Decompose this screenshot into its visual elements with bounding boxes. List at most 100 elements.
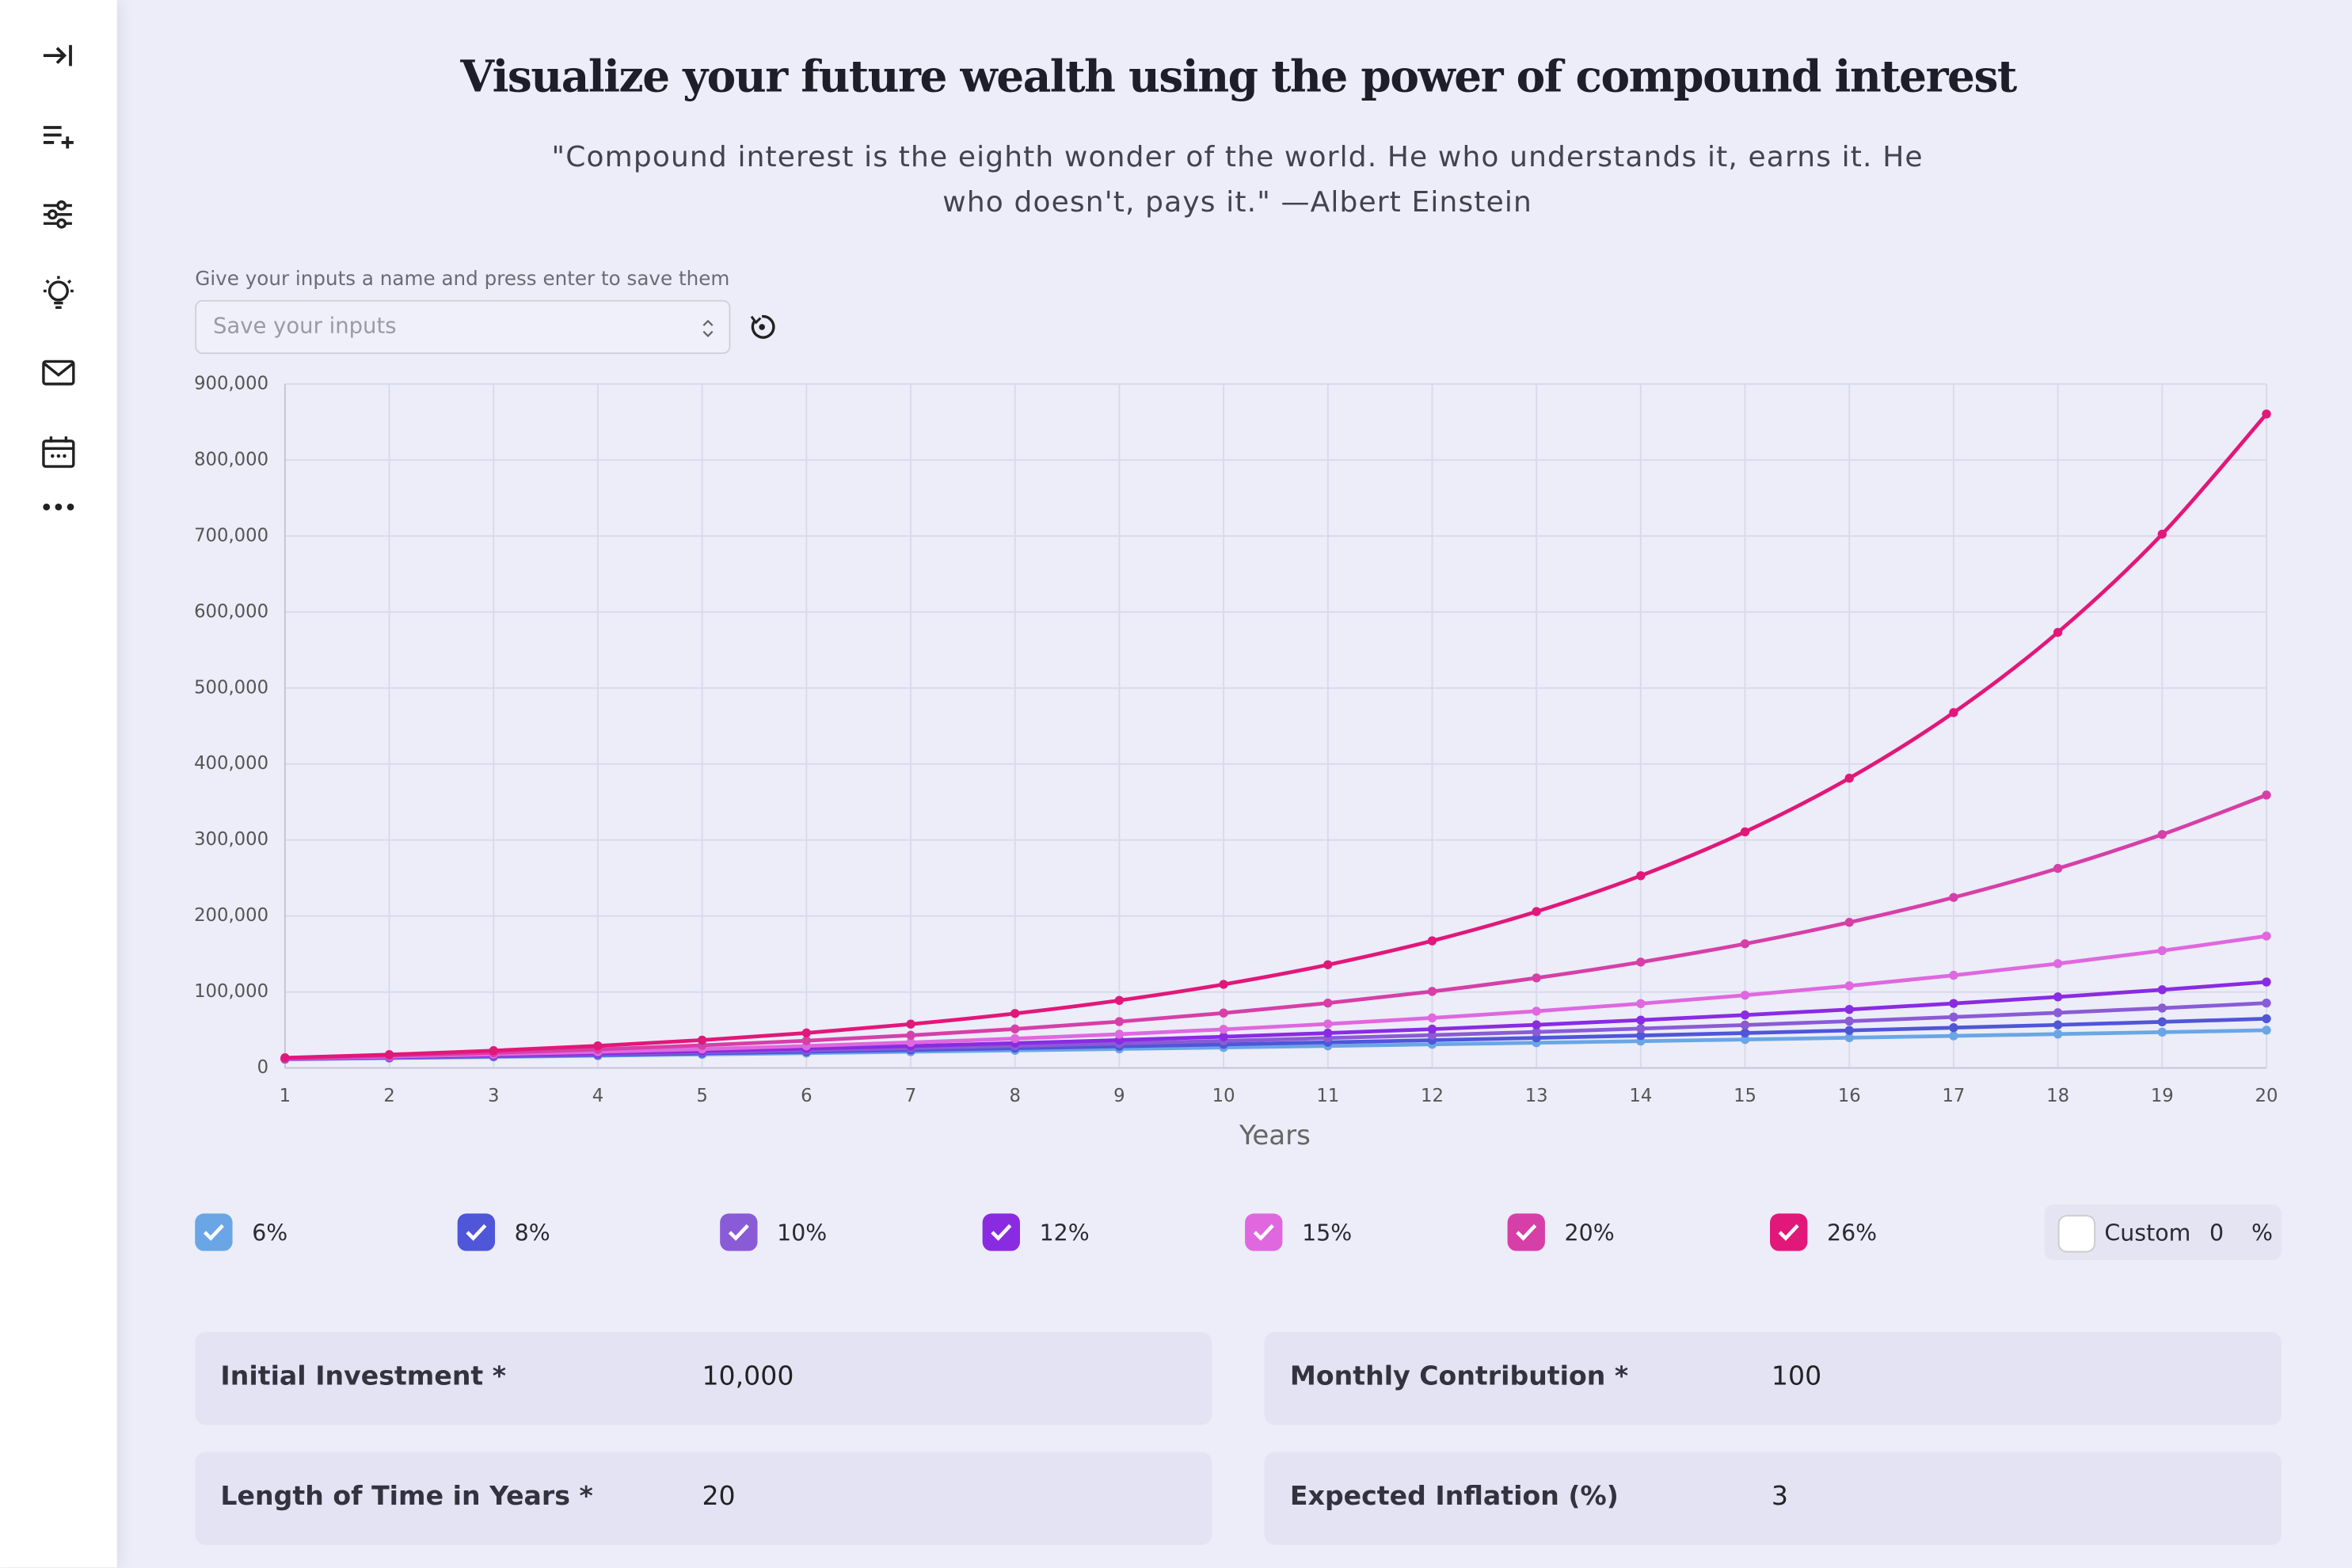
collapse-icon[interactable] <box>39 36 78 74</box>
input-label: Expected Inflation (%) <box>1289 1482 1619 1513</box>
data-point <box>1532 1027 1541 1037</box>
custom-rate[interactable]: Custom 0 % <box>2044 1204 2282 1261</box>
x-tick-label: 16 <box>1838 1086 1861 1106</box>
data-point <box>1323 998 1333 1008</box>
data-point <box>1427 936 1437 946</box>
save-select[interactable]: Save your inputs <box>195 299 731 355</box>
data-point <box>1949 1012 1958 1022</box>
series-line <box>284 934 2267 1061</box>
calendar-icon[interactable] <box>39 433 78 472</box>
x-tick-label: 14 <box>1629 1086 1652 1106</box>
data-point <box>1740 1034 1750 1045</box>
quote: "Compound interest is the eighth wonder … <box>551 141 1924 219</box>
data-point <box>1740 939 1750 949</box>
data-point <box>2262 931 2271 941</box>
x-tick-label: 17 <box>1942 1086 1965 1106</box>
y-tick-label: 0 <box>257 1057 268 1078</box>
data-point <box>2053 992 2063 1002</box>
data-point <box>1427 1024 1437 1034</box>
custom-value[interactable]: 0 <box>2209 1219 2225 1246</box>
data-point <box>1636 1030 1646 1041</box>
custom-label: Custom <box>2104 1219 2191 1246</box>
data-point <box>2053 863 2063 873</box>
data-point <box>2262 998 2271 1008</box>
check <box>991 1224 1012 1241</box>
data-point <box>2053 1008 2063 1018</box>
idea-icon[interactable] <box>39 275 78 314</box>
data-point <box>1219 1032 1228 1041</box>
input-card[interactable]: Initial Investment * 10,000 <box>195 1331 1212 1425</box>
data-point <box>384 1050 394 1060</box>
series-line <box>284 793 2267 1060</box>
data-point <box>1323 1019 1333 1029</box>
data-point <box>1949 892 1958 902</box>
legend-label: 20% <box>1564 1219 1615 1246</box>
data-point <box>1010 1024 1020 1034</box>
legend-checkbox[interactable] <box>195 1213 233 1251</box>
data-point <box>1740 1020 1750 1030</box>
data-point <box>2053 627 2063 637</box>
data-point <box>1532 1007 1541 1016</box>
data-point <box>2262 977 2271 987</box>
input-card[interactable]: Length of Time in Years * 20 <box>195 1452 1212 1545</box>
x-tick-label: 10 <box>1212 1086 1235 1106</box>
data-point <box>801 1036 812 1045</box>
data-point <box>1740 991 1750 1000</box>
y-tick-label: 300,000 <box>194 829 268 850</box>
input-value[interactable]: 3 <box>1771 1482 1789 1513</box>
x-tick-label: 5 <box>696 1086 707 1106</box>
legend-checkbox[interactable] <box>1507 1213 1545 1251</box>
custom-checkbox[interactable] <box>2057 1215 2096 1253</box>
data-point <box>2262 1014 2271 1024</box>
series-line <box>284 413 2268 1060</box>
data-point <box>2262 790 2271 800</box>
mail-icon[interactable] <box>39 354 78 393</box>
x-tick-label: 8 <box>1009 1086 1020 1106</box>
check <box>466 1224 487 1241</box>
legend-checkbox[interactable] <box>1770 1213 1808 1251</box>
input-value[interactable]: 10,000 <box>702 1361 794 1392</box>
x-tick-label: 1 <box>280 1086 291 1106</box>
input-label: Initial Investment * <box>220 1361 507 1392</box>
legend-checkbox[interactable] <box>982 1213 1020 1251</box>
data-point <box>1219 1025 1228 1034</box>
legend-label: 15% <box>1302 1219 1353 1246</box>
data-point <box>1636 957 1646 967</box>
input-value[interactable]: 20 <box>702 1482 736 1513</box>
settings-icon[interactable] <box>39 195 78 234</box>
y-tick-label: 900,000 <box>194 373 268 394</box>
y-tick-label: 500,000 <box>194 677 268 698</box>
data-point <box>1740 827 1750 837</box>
data-point <box>1740 1028 1750 1038</box>
input-card[interactable]: Expected Inflation (%) 3 <box>1264 1452 2282 1545</box>
data-point <box>906 1037 915 1048</box>
more-icon[interactable] <box>39 488 78 527</box>
check <box>1778 1224 1799 1241</box>
data-point <box>1844 1033 1854 1043</box>
y-tick-label: 400,000 <box>194 753 268 774</box>
add-list-icon[interactable] <box>39 117 78 156</box>
data-point <box>489 1046 498 1056</box>
x-tick-label: 2 <box>383 1086 394 1106</box>
legend-checkbox[interactable] <box>457 1213 496 1251</box>
data-point <box>1740 1010 1750 1020</box>
reset-button[interactable] <box>748 314 775 341</box>
data-point <box>1427 1013 1437 1023</box>
input-value[interactable]: 100 <box>1771 1361 1822 1392</box>
x-tick-label: 3 <box>488 1086 499 1106</box>
data-point <box>801 1028 812 1038</box>
data-point <box>1844 918 1854 927</box>
legend-checkbox[interactable] <box>720 1213 758 1251</box>
data-point <box>1636 1024 1646 1033</box>
data-point <box>1010 1033 1020 1044</box>
legend-checkbox[interactable] <box>1245 1213 1283 1251</box>
input-card[interactable]: Monthly Contribution * 100 <box>1264 1331 2282 1425</box>
data-point <box>2262 409 2271 419</box>
x-tick-label: 9 <box>1113 1086 1125 1106</box>
data-point <box>1114 1029 1125 1039</box>
data-point <box>2157 985 2167 995</box>
data-point <box>906 1030 915 1041</box>
data-point <box>1532 907 1541 916</box>
data-point <box>1949 1031 1958 1041</box>
